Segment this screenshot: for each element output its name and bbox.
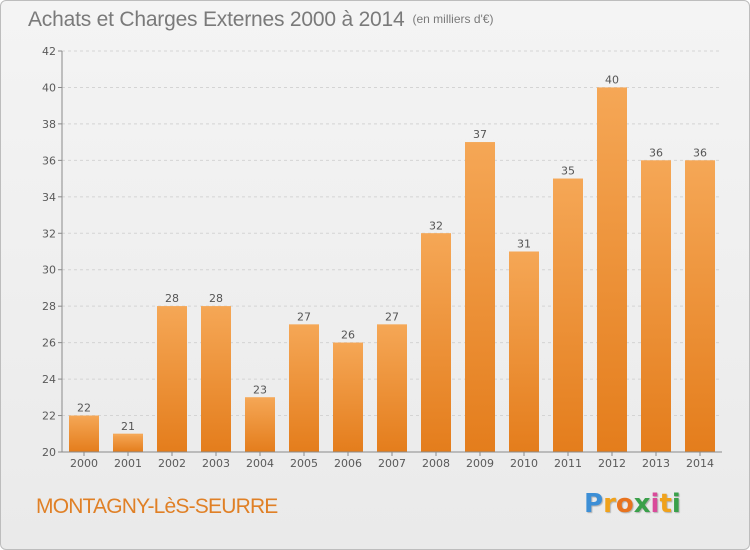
x-tick-label: 2000 (70, 457, 98, 470)
bar (421, 233, 451, 452)
logo-letter: x (633, 489, 651, 519)
bar-highlight (553, 178, 583, 181)
proxiti-logo: Proxiti (584, 489, 681, 519)
x-tick-label: 2010 (510, 457, 538, 470)
x-tick-label: 2003 (202, 457, 230, 470)
data-label: 37 (473, 128, 487, 141)
y-tick-label: 38 (42, 118, 56, 131)
y-tick-label: 24 (42, 373, 56, 386)
y-tick-label: 36 (42, 154, 56, 167)
x-tick-label: 2005 (290, 457, 318, 470)
bar (377, 324, 407, 452)
bar (465, 142, 495, 453)
y-tick-label: 34 (42, 191, 56, 204)
logo-letter: P (584, 489, 604, 519)
data-label: 26 (341, 329, 355, 342)
y-tick-label: 26 (42, 337, 56, 350)
data-label: 35 (561, 165, 575, 178)
bar (553, 178, 583, 452)
logo-letter: i (671, 489, 681, 519)
bar-highlight (685, 160, 715, 163)
bar-highlight (201, 306, 231, 309)
bar (245, 397, 275, 452)
logo-letter: t (659, 489, 672, 519)
y-tick-label: 22 (42, 410, 56, 423)
x-tick-label: 2014 (686, 457, 714, 470)
bar-highlight (377, 324, 407, 327)
bars: 22 21 28 28 23 27 26 27 32 37 31 35 40 36 36 (69, 73, 715, 453)
bar (597, 87, 627, 453)
bar-highlight (113, 433, 143, 436)
x-tick-label: 2006 (334, 457, 362, 470)
x-tick-label: 2011 (554, 457, 582, 470)
bar (157, 306, 187, 452)
x-tick-label: 2013 (642, 457, 670, 470)
x-tick-label: 2002 (158, 457, 186, 470)
x-tick-label: 2008 (422, 457, 450, 470)
data-label: 40 (605, 73, 619, 86)
data-label: 28 (209, 292, 223, 305)
data-label: 31 (517, 238, 531, 251)
x-tick-label: 2001 (114, 457, 142, 470)
chart-title-text: Achats et Charges Externes 2000 à 2014 (28, 8, 405, 31)
chart-title: Achats et Charges Externes 2000 à 2014 (e… (28, 8, 493, 32)
data-label: 36 (649, 146, 663, 159)
y-tick-label: 30 (42, 264, 56, 277)
logo-letter: o (615, 489, 634, 519)
y-tick-label: 40 (42, 81, 56, 94)
data-label: 21 (121, 420, 135, 433)
data-label: 27 (385, 310, 399, 323)
data-label: 27 (297, 310, 311, 323)
axes: 20 22 24 26 28 30 32 34 36 38 40 42 2000 2001 2002 2003… (42, 45, 722, 470)
bar (333, 342, 363, 452)
bar (641, 160, 671, 452)
data-label: 36 (693, 146, 707, 159)
x-tick-label: 2012 (598, 457, 626, 470)
data-label: 28 (165, 292, 179, 305)
bar-highlight (597, 87, 627, 90)
bar-highlight (641, 160, 671, 163)
bar (113, 433, 143, 452)
bar-highlight (245, 397, 275, 400)
bar (69, 415, 99, 452)
bar (289, 324, 319, 452)
logo-letter: i (650, 489, 660, 519)
bar-highlight (69, 415, 99, 418)
chart-unit-label: (en milliers d'€) (412, 12, 494, 26)
bar-highlight (509, 251, 539, 254)
data-label: 22 (77, 402, 91, 415)
commune-name: MONTAGNY-LèS-SEURRE (36, 495, 278, 518)
x-tick-label: 2004 (246, 457, 274, 470)
bar (201, 306, 231, 452)
y-tick-label: 42 (42, 45, 56, 58)
bar (685, 160, 715, 452)
bar (509, 251, 539, 452)
bar-highlight (289, 324, 319, 327)
bar-highlight (421, 233, 451, 236)
y-tick-label: 32 (42, 227, 56, 240)
bar-highlight (157, 306, 187, 309)
bar-highlight (333, 342, 363, 345)
x-tick-label: 2009 (466, 457, 494, 470)
data-label: 32 (429, 219, 443, 232)
logo-letter: r (603, 489, 616, 519)
x-tick-label: 2007 (378, 457, 406, 470)
data-label: 23 (253, 383, 267, 396)
bar-highlight (465, 142, 495, 145)
y-tick-label: 28 (42, 300, 56, 313)
y-tick-label: 20 (42, 446, 56, 459)
